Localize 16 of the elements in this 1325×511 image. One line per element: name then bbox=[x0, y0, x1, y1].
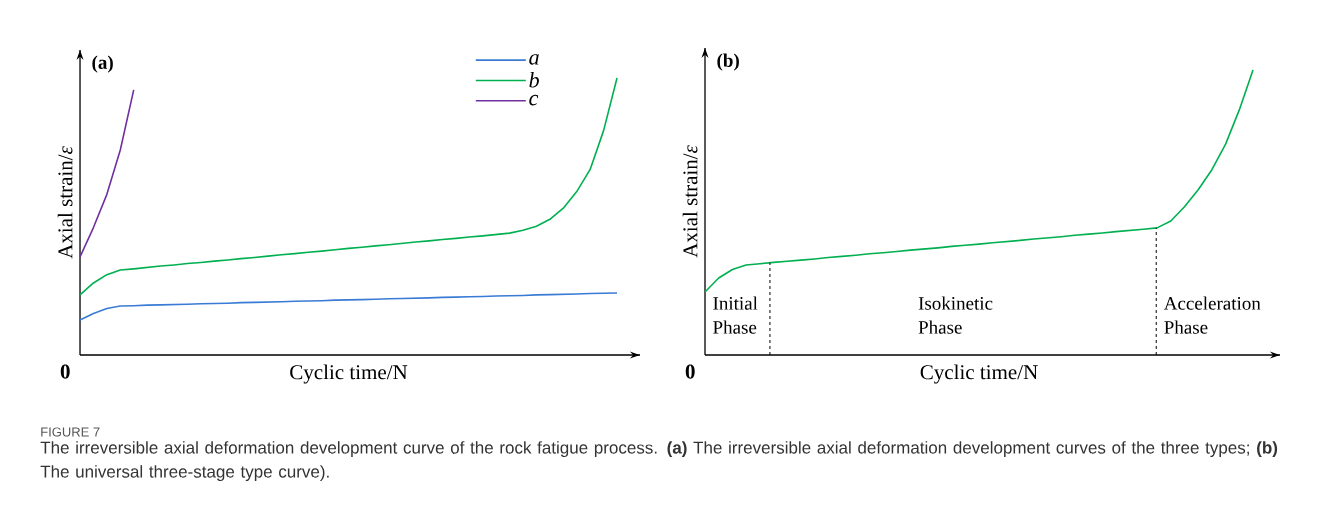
text: 0 bbox=[685, 364, 695, 379]
y-axis-title: Axial strain/ε bbox=[682, 145, 698, 258]
legend-label: a bbox=[529, 54, 539, 65]
x-axis-title: Cyclic time/N bbox=[920, 364, 1038, 384]
annotation: Initial Phase bbox=[713, 296, 758, 334]
annotation: Acceleration Phase bbox=[1163, 296, 1261, 334]
text: 0 bbox=[60, 364, 70, 379]
annotation: Isokinetic Phase bbox=[918, 296, 993, 334]
chart-title: (a) bbox=[92, 55, 113, 73]
caption: FIGURE 7 bbox=[41, 427, 100, 437]
x-axis-title: Cyclic time/N bbox=[290, 364, 408, 384]
text: The irreversible axial deformation development curve of the rock fatigue process. (a) The irreversible axial deformation development curves of the three types; (b) The universal three-stage type curve). bbox=[40, 441, 1278, 482]
legend-label: c bbox=[529, 94, 539, 106]
legend-label: b bbox=[529, 72, 539, 88]
y-axis-title: Axial strain/ε bbox=[57, 146, 73, 259]
chart-title: (b) bbox=[717, 53, 739, 71]
